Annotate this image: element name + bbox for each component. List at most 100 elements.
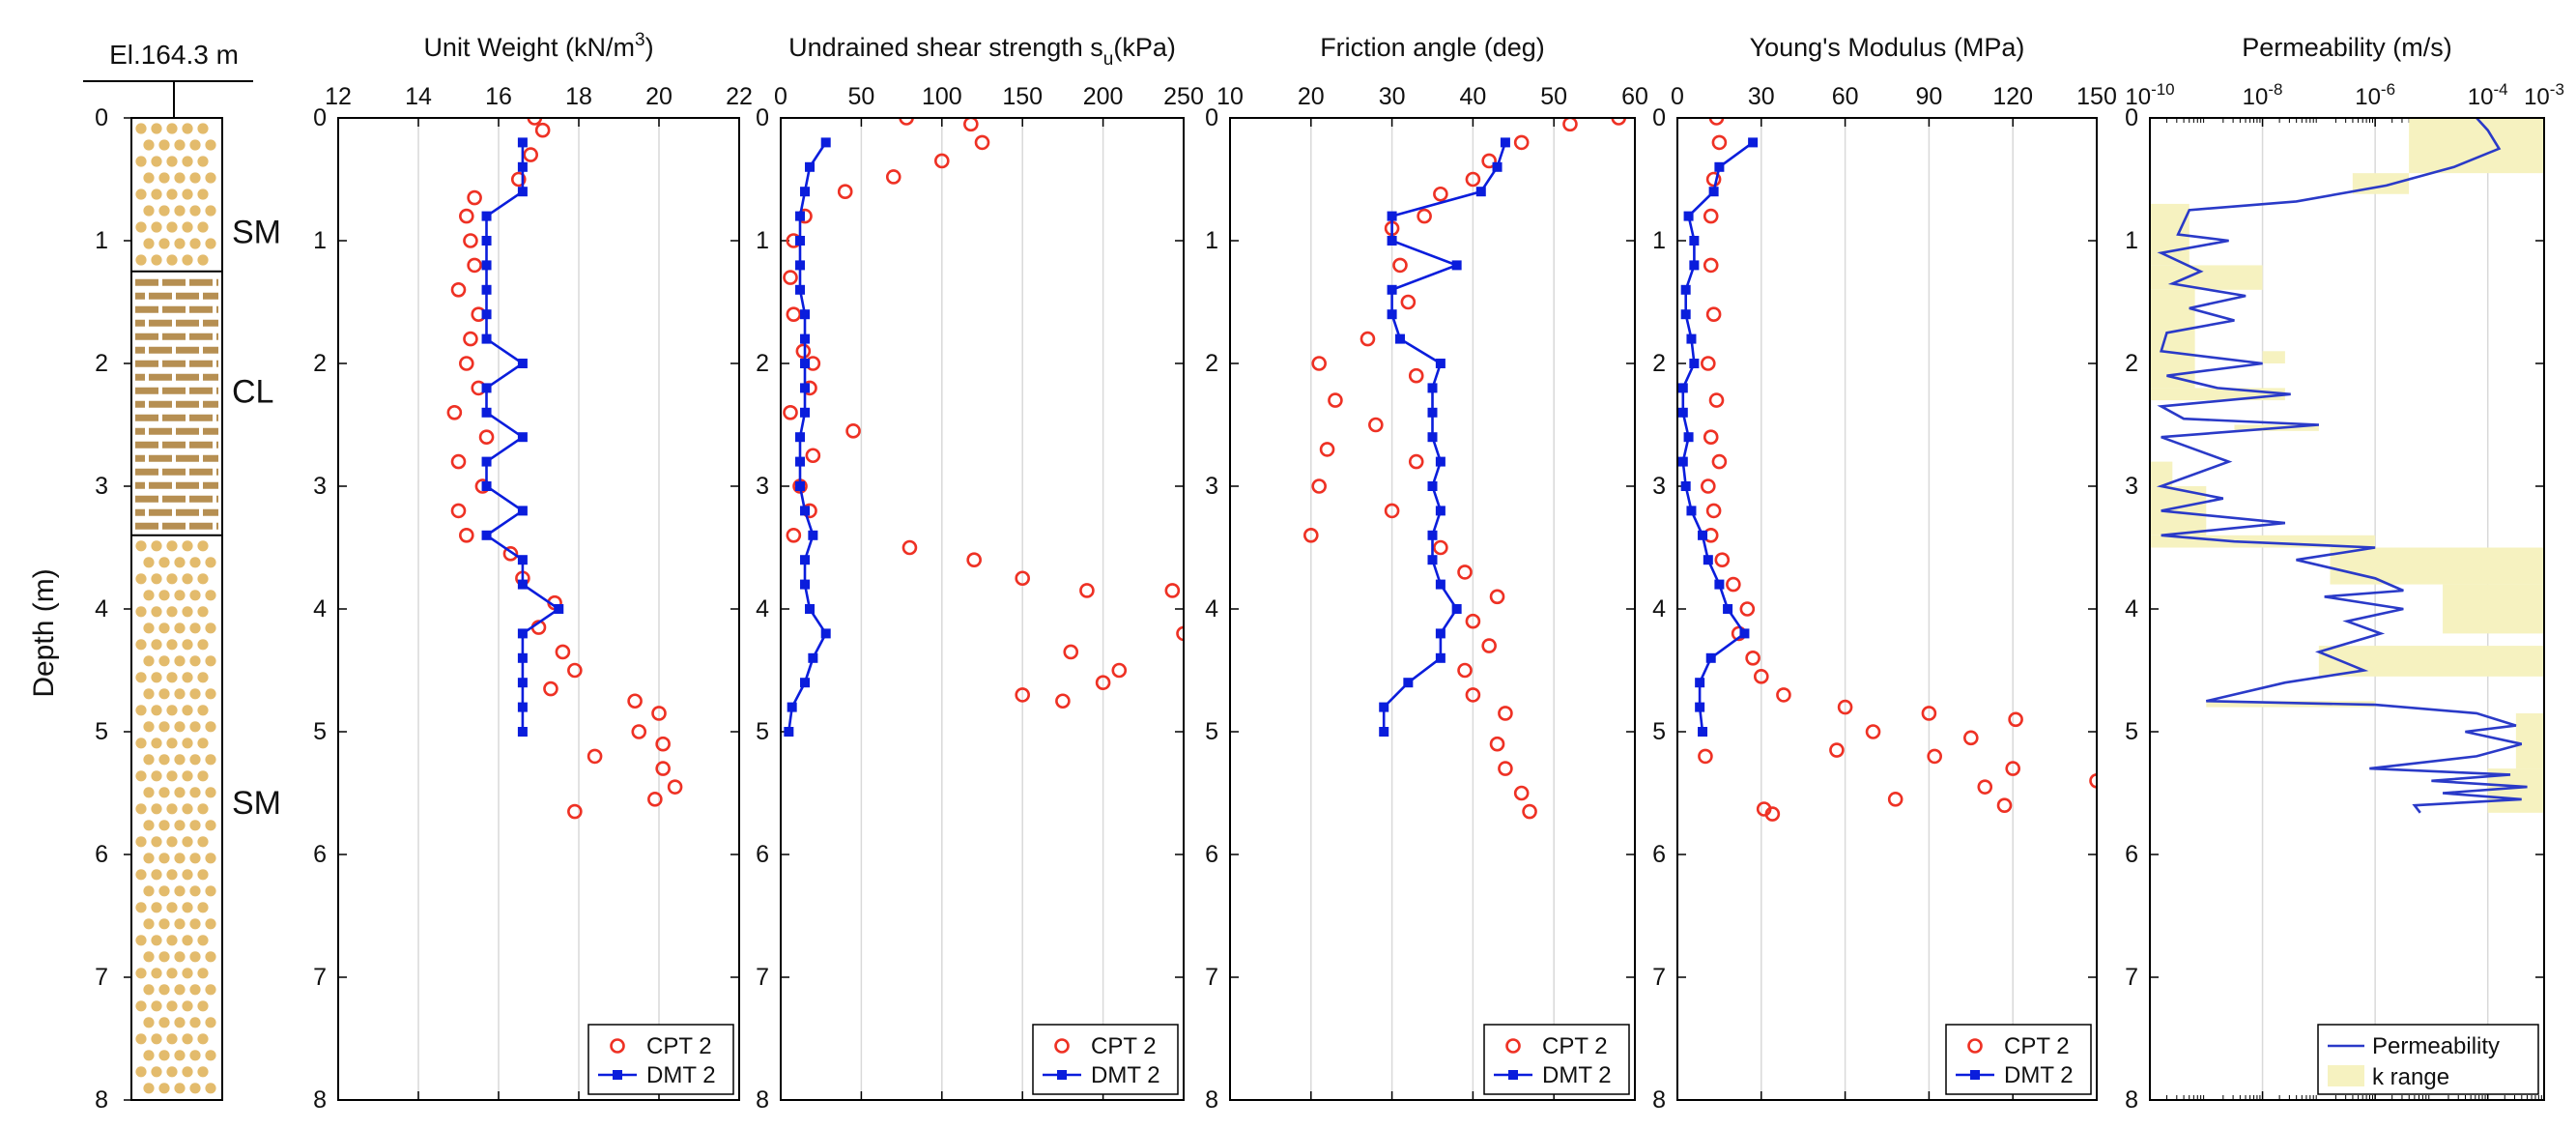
dmt-data-point xyxy=(795,211,806,221)
sand-dot xyxy=(143,721,155,733)
sand-dot xyxy=(205,172,216,184)
sand-dot xyxy=(135,902,147,913)
dmt-data-point xyxy=(1677,456,1688,467)
dmt-data-point xyxy=(1739,628,1750,639)
clay-brick xyxy=(176,454,199,462)
clay-brick xyxy=(176,319,199,327)
sand-dot xyxy=(197,188,209,200)
dmt-data-point xyxy=(1387,309,1397,320)
sand-dot xyxy=(143,754,155,766)
y-tick-label: 1 xyxy=(1652,227,1666,254)
cpt-data-point xyxy=(1015,570,1030,587)
dmt-data-point xyxy=(1698,530,1708,540)
sand-dot xyxy=(151,902,162,913)
cpt-data-point xyxy=(1368,417,1384,433)
sand-dot xyxy=(174,918,186,930)
y-tick-label: 8 xyxy=(313,1086,327,1114)
panel-frame xyxy=(2149,117,2545,1101)
sand-dot xyxy=(135,221,147,233)
sand-dot xyxy=(205,557,216,568)
cpt-data-point xyxy=(1739,601,1756,617)
y-tick-label: 6 xyxy=(756,841,769,868)
sand-dot xyxy=(182,188,193,200)
sand-dot xyxy=(174,820,186,831)
legend-box xyxy=(1483,1024,1630,1095)
sand-dot xyxy=(189,557,201,568)
soil-layer xyxy=(131,270,222,536)
sand-dot xyxy=(135,935,147,946)
cpt-data-point xyxy=(1837,699,1853,715)
cpt-data-point xyxy=(1996,797,2013,814)
dmt-data-point xyxy=(517,727,528,737)
x-tick-label-base: 10 xyxy=(2125,84,2151,110)
cpt-data-point xyxy=(655,761,671,776)
sand-dot xyxy=(158,1083,170,1094)
sand-dot xyxy=(189,721,201,733)
sand-dot xyxy=(158,622,170,634)
sand-dot xyxy=(158,1050,170,1061)
dmt-data-point xyxy=(1435,579,1445,590)
y-tick-label: 0 xyxy=(1205,104,1218,131)
sand-dot xyxy=(189,1017,201,1028)
cpt-data-point xyxy=(1701,478,1716,494)
legend-dmt-marker xyxy=(613,1070,622,1080)
dmt-data-point xyxy=(1427,555,1438,565)
sand-dot xyxy=(205,688,216,700)
sand-dot xyxy=(166,935,178,946)
dmt-data-point xyxy=(800,333,811,344)
dmt-data-point xyxy=(800,407,811,418)
sand-dot xyxy=(182,803,193,815)
dmt-data-point xyxy=(1689,359,1700,368)
sand-dot xyxy=(174,238,186,249)
cpt-data-point xyxy=(1465,171,1481,188)
clay-brick xyxy=(176,481,199,489)
cpt-data-point xyxy=(1433,539,1448,556)
clay-brick xyxy=(149,346,172,354)
sand-dot xyxy=(189,754,201,766)
legend-dmt-label: DMT 2 xyxy=(646,1062,716,1088)
panel-frame xyxy=(337,117,740,1101)
sand-dot xyxy=(205,590,216,601)
sand-dot xyxy=(158,787,170,798)
cpt-data-point xyxy=(478,429,495,446)
cpt-data-point xyxy=(458,208,474,224)
dmt-data-point xyxy=(1500,137,1510,148)
sand-dot xyxy=(182,221,193,233)
cpt-data-point xyxy=(1562,118,1578,132)
dmt-data-point xyxy=(805,161,816,172)
clay-brick xyxy=(149,427,172,435)
clay-brick xyxy=(135,319,145,327)
x-tick-label: 22 xyxy=(726,83,753,110)
y-tick-label: 4 xyxy=(2125,595,2138,622)
sand-dot xyxy=(166,156,178,167)
cpt-data-point xyxy=(1481,638,1497,653)
k-range-band xyxy=(2150,461,2173,486)
panel-title-text: Young's Modulus (MPa) xyxy=(1750,33,2025,62)
clay-brick xyxy=(135,360,158,367)
x-tick-label: 10-8 xyxy=(2243,80,2283,110)
x-tick-label: 0 xyxy=(774,83,787,110)
sand-dot xyxy=(158,139,170,151)
clay-brick xyxy=(135,278,158,286)
legend-dmt-marker xyxy=(1970,1070,1980,1080)
dmt-data-point xyxy=(1689,236,1700,246)
sand-dot xyxy=(135,156,147,167)
panel-title: Undrained shear strength su(kPa) xyxy=(788,33,1176,70)
dmt-line xyxy=(787,141,828,733)
x-tick-label: 16 xyxy=(485,83,512,110)
dmt-data-point xyxy=(1427,383,1438,393)
sand-dot xyxy=(135,254,147,266)
clay-brick xyxy=(135,522,158,530)
sand-dot xyxy=(205,984,216,996)
cpt-data-point xyxy=(1754,669,1769,684)
sand-dot xyxy=(158,590,170,601)
sand-dot xyxy=(174,984,186,996)
sand-dot xyxy=(158,754,170,766)
chart-panel: Undrained shear strength su(kPa)0 50 100 15… xyxy=(756,33,1204,1114)
x-tick-label-exponent: -6 xyxy=(2381,80,2395,99)
clay-brick xyxy=(216,333,218,340)
cpt-data-point xyxy=(1726,576,1741,593)
sand-dot xyxy=(205,622,216,634)
sand-dot xyxy=(151,869,162,881)
sand-dot xyxy=(189,655,201,667)
